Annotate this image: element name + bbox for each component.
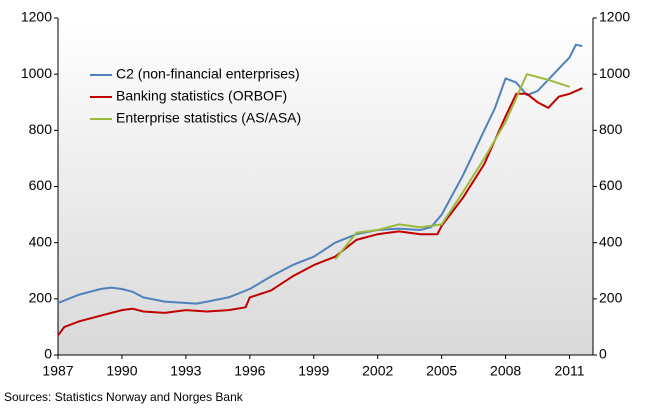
x-tick-label: 2002 xyxy=(362,363,393,379)
y-tick-label: 200 xyxy=(29,290,53,306)
x-tick-label: 1987 xyxy=(42,363,73,379)
y-tick-label: 0 xyxy=(44,346,52,362)
x-tick-label: 1990 xyxy=(106,363,137,379)
x-tick-label: 2011 xyxy=(554,363,584,379)
x-tick-label: 2008 xyxy=(490,363,521,379)
y2-tick-label: 1200 xyxy=(599,9,630,25)
y-tick-label: 400 xyxy=(29,233,53,249)
x-tick-label: 1993 xyxy=(170,363,201,379)
y2-tick-label: 600 xyxy=(599,177,623,193)
y2-tick-label: 0 xyxy=(599,346,607,362)
y2-tick-label: 200 xyxy=(599,290,623,306)
legend-label: Banking statistics (ORBOF) xyxy=(116,88,287,104)
y-tick-label: 600 xyxy=(29,177,53,193)
y-tick-label: 1200 xyxy=(21,9,52,25)
y-tick-label: 800 xyxy=(29,121,53,137)
x-tick-label: 1996 xyxy=(234,363,265,379)
legend-label: Enterprise statistics (AS/ASA) xyxy=(116,110,301,126)
legend-label: C2 (non-financial enterprises) xyxy=(116,66,300,82)
x-tick-label: 2005 xyxy=(426,363,457,379)
y2-tick-label: 400 xyxy=(599,233,623,249)
series-line xyxy=(334,73,570,261)
series-line xyxy=(57,87,583,336)
source-note: Sources: Statistics Norway and Norges Ba… xyxy=(4,390,244,404)
y-tick-label: 1000 xyxy=(21,65,52,81)
y2-tick-label: 800 xyxy=(599,121,623,137)
x-tick-label: 1999 xyxy=(298,363,329,379)
y2-tick-label: 1000 xyxy=(599,65,630,81)
